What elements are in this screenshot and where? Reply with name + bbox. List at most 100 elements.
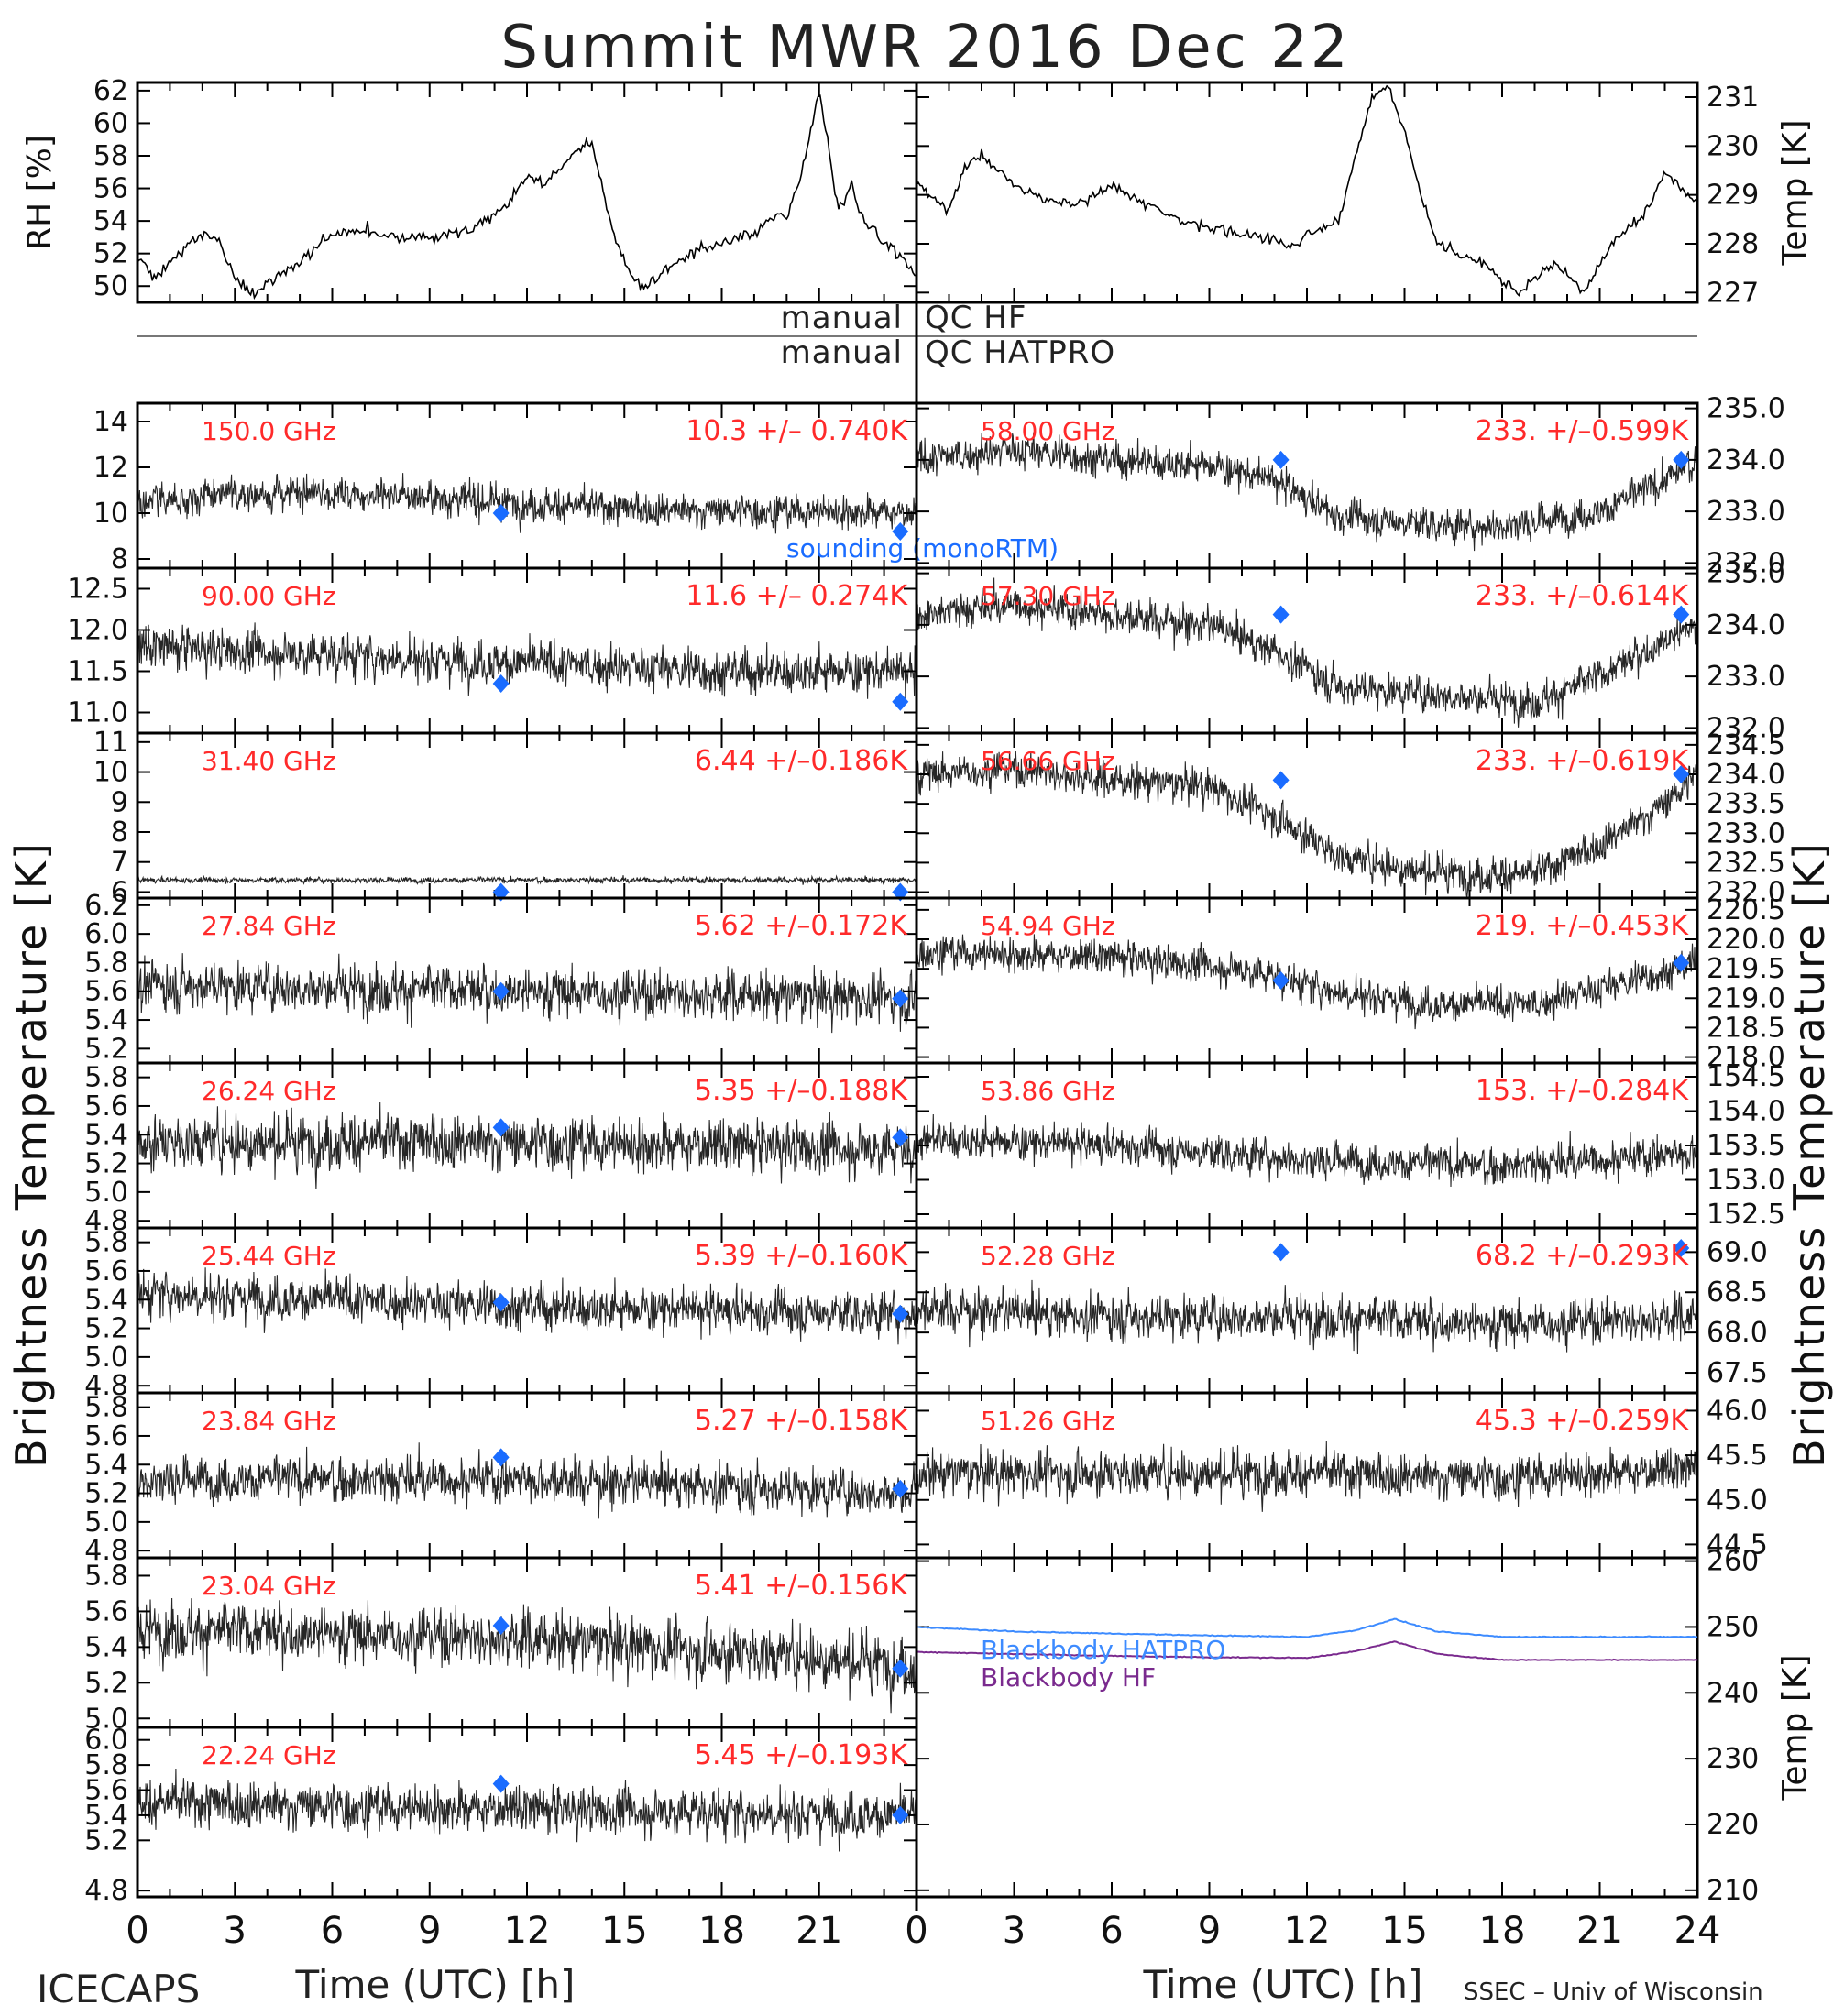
x-tick-left-9: 9 bbox=[418, 1910, 441, 1952]
panel-57-30-ghz-sounding-marker bbox=[1673, 605, 1690, 624]
qc-strip: manual QC HF manual QC HATPRO bbox=[137, 300, 1697, 371]
x-tick-right-9: 9 bbox=[1198, 1910, 1221, 1952]
panel-58-00-ghz-ytick-label: 234.0 bbox=[1707, 444, 1785, 477]
panel-23-04-ghz-stat-label: 5.41 +/–0.156K bbox=[695, 1570, 908, 1602]
panel-57-30-ghz-ytick-label: 235.0 bbox=[1707, 558, 1785, 590]
panel-26-24-ghz-ytick-label: 5.8 bbox=[84, 1062, 128, 1094]
panel-26-24-ghz-sounding-marker bbox=[892, 1128, 909, 1147]
panel-23-84-ghz-freq-label: 23.84 GHz bbox=[202, 1406, 336, 1436]
blackbody-hatpro-line bbox=[916, 1617, 1698, 1638]
panel-25-44-ghz: 5.85.65.45.25.04.8 25.44 GHz 5.39 +/–0.160… bbox=[84, 1226, 918, 1402]
blackbody-panel-ytick-label: 250 bbox=[1707, 1611, 1759, 1643]
blackbody-panel: 260 250 240 230 220 210 Temp [K] Blackbody HATP… bbox=[915, 1546, 1814, 1907]
panel-31-40-ghz-freq-label: 31.40 GHz bbox=[202, 746, 336, 776]
panel-52-28-ghz-ytick-label: 68.5 bbox=[1707, 1276, 1768, 1309]
panel-23-84-ghz-ytick-label: 5.8 bbox=[84, 1392, 128, 1424]
panel-23-04-ghz-sounding-marker bbox=[492, 1616, 510, 1635]
rh-panel-ytick-label: 60 bbox=[93, 107, 128, 139]
panel-27-84-ghz-ytick-label: 5.6 bbox=[84, 976, 128, 1008]
panel-27-84-ghz: 6.26.05.85.65.45.2 27.84 GHz 5.62 +/–0.172… bbox=[84, 890, 918, 1065]
panel-58-00-ghz-trace bbox=[916, 432, 1697, 552]
panel-25-44-ghz-trace bbox=[137, 1267, 916, 1345]
panel-31-40-ghz-ytick-label: 11 bbox=[93, 727, 128, 759]
x-tick-right-24: 24 bbox=[1674, 1910, 1721, 1952]
x-tick-right-0: 0 bbox=[905, 1910, 927, 1952]
panel-31-40-ghz-ytick-label: 8 bbox=[111, 816, 128, 849]
panel-23-04-ghz-ytick-label: 5.6 bbox=[84, 1595, 128, 1627]
panel-26-24-ghz-stat-label: 5.35 +/–0.188K bbox=[695, 1075, 908, 1107]
panel-26-24-ghz-trace bbox=[137, 1101, 916, 1189]
panel-90-00-ghz-freq-label: 90.00 GHz bbox=[202, 581, 336, 611]
x-tick-left-15: 15 bbox=[601, 1910, 648, 1952]
panel-54-94-ghz-trace bbox=[916, 934, 1697, 1030]
panel-26-24-ghz-ytick-label: 4.8 bbox=[84, 1205, 128, 1237]
panel-23-84-ghz: 5.85.65.45.25.04.8 23.84 GHz 5.27 +/–0.158… bbox=[84, 1391, 918, 1567]
panel-56-66-ghz-stat-label: 233. +/–0.619K bbox=[1476, 745, 1689, 777]
temp-panel: 231 230 229 228 227 Temp [K] bbox=[915, 81, 1814, 309]
panel-53-86-ghz-ytick-label: 153.0 bbox=[1707, 1165, 1785, 1197]
panel-90-00-ghz-trace bbox=[137, 622, 916, 700]
panel-54-94-ghz-ytick-label: 219.5 bbox=[1707, 953, 1785, 985]
panel-26-24-ghz-freq-label: 26.24 GHz bbox=[202, 1076, 336, 1106]
legend-blackbody-hf: Blackbody HF bbox=[981, 1662, 1156, 1693]
panel-54-94-ghz-ytick-label: 220.5 bbox=[1707, 894, 1785, 926]
panel-57-30-ghz-sounding-marker bbox=[1272, 605, 1290, 624]
rh-panel-ylabel: RH [%] bbox=[21, 135, 59, 250]
panel-150-0-ghz: 14 12 10 8 150.0 GHz 10.3 +/– 0.740K sounding … bbox=[93, 401, 1059, 575]
panel-31-40-ghz-sounding-marker bbox=[892, 882, 909, 902]
panel-56-66-ghz-freq-label: 56.66 GHz bbox=[981, 746, 1115, 776]
panel-150-0-ghz-ytick-label: 8 bbox=[111, 543, 128, 575]
icecaps-label: ICECAPS bbox=[37, 1967, 200, 2011]
panel-150-0-ghz-stat-label: 10.3 +/– 0.740K bbox=[686, 415, 908, 447]
x-tick-right-21: 21 bbox=[1576, 1910, 1623, 1952]
qc-hatpro-label: QC HATPRO bbox=[925, 334, 1115, 371]
panel-54-94-ghz-ytick-label: 218.5 bbox=[1707, 1012, 1785, 1044]
panel-58-00-ghz-sounding-marker bbox=[1673, 450, 1690, 469]
panel-26-24-ghz-ytick-label: 5.2 bbox=[84, 1148, 128, 1180]
bt-ylabel-left: Brightness Temperature [K] bbox=[6, 841, 56, 1468]
panel-27-84-ghz-ytick-label: 6.2 bbox=[84, 890, 128, 922]
panel-58-00-ghz-ytick-label: 235.0 bbox=[1707, 393, 1785, 425]
panel-25-44-ghz-ytick-label: 5.0 bbox=[84, 1342, 128, 1374]
panel-22-24-ghz-ytick-label: 5.6 bbox=[84, 1775, 128, 1807]
panel-52-28-ghz-sounding-marker bbox=[1673, 1238, 1690, 1257]
panel-57-30-ghz-stat-label: 233. +/–0.614K bbox=[1476, 580, 1689, 612]
panel-58-00-ghz-ytick-label: 232.0 bbox=[1707, 547, 1785, 579]
blackbody-panel-ytick-label: 230 bbox=[1707, 1743, 1759, 1775]
panel-56-66-ghz-ytick-label: 232.5 bbox=[1707, 847, 1785, 879]
panel-54-94-ghz-ytick-label: 218.0 bbox=[1707, 1042, 1785, 1074]
x-tick-left-6: 6 bbox=[321, 1910, 344, 1952]
panel-26-24-ghz-ytick-label: 5.6 bbox=[84, 1090, 128, 1123]
rh-panel-ytick-label: 54 bbox=[93, 205, 128, 237]
panel-27-84-ghz-stat-label: 5.62 +/–0.172K bbox=[695, 910, 908, 942]
panel-150-0-ghz-sounding-marker bbox=[492, 504, 510, 522]
x-tick-left-21: 21 bbox=[796, 1910, 842, 1952]
panel-27-84-ghz-trace bbox=[137, 953, 916, 1034]
panel-90-00-ghz: 12.5 12.0 11.5 11.0 90.00 GHz 11.6 +/– 0.274K bbox=[67, 566, 918, 735]
panel-58-00-ghz-stat-label: 233. +/–0.599K bbox=[1476, 415, 1689, 447]
panel-54-94-ghz-sounding-marker bbox=[1673, 953, 1690, 972]
panel-52-28-ghz: 69.0 68.5 68.0 67.5 52.28 GHz 68.2 +/–0.293K bbox=[915, 1226, 1768, 1395]
panel-53-86-ghz-stat-label: 153. +/–0.284K bbox=[1476, 1075, 1689, 1107]
panel-27-84-ghz-ytick-label: 5.4 bbox=[84, 1004, 128, 1036]
temp-panel-ytick-label: 230 bbox=[1707, 130, 1759, 162]
temp-panel-ytick-label: 229 bbox=[1707, 180, 1759, 212]
panel-56-66-ghz-sounding-marker bbox=[1272, 771, 1290, 790]
panel-51-26-ghz-ytick-label: 45.5 bbox=[1707, 1440, 1768, 1472]
x-axes: 0 3 6 9 12 15 18 21 0 3 6 9 12 15 18 21 24 bbox=[126, 1910, 1720, 1952]
panel-25-44-ghz-ytick-label: 4.8 bbox=[84, 1370, 128, 1402]
panel-150-0-ghz-sounding-marker bbox=[892, 522, 909, 541]
panel-22-24-ghz-sounding-marker bbox=[892, 1805, 909, 1824]
panel-53-86-ghz-ytick-label: 152.5 bbox=[1707, 1199, 1785, 1231]
blackbody-hf-line bbox=[916, 1640, 1698, 1661]
panel-56-66-ghz-ytick-label: 234.5 bbox=[1707, 729, 1785, 761]
panel-58-00-ghz-sounding-marker bbox=[1272, 450, 1290, 469]
panel-27-84-ghz-sounding-marker bbox=[492, 981, 510, 1001]
panel-31-40-ghz-ytick-label: 7 bbox=[111, 847, 128, 879]
temp-line bbox=[916, 84, 1698, 297]
bt-ylabel-right: Brightness Temperature [K] bbox=[1784, 841, 1833, 1468]
